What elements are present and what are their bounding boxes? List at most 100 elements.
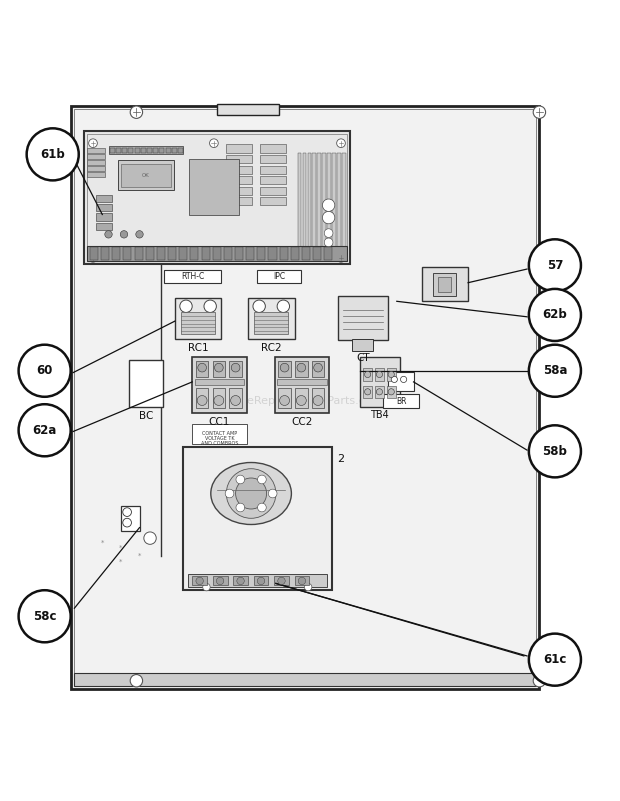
Bar [224,248,232,260]
Bar [90,248,98,260]
Bar [278,388,291,408]
Bar [226,166,252,174]
Circle shape [376,372,383,377]
Text: RC2: RC2 [261,343,282,352]
Circle shape [216,578,224,585]
Text: 60: 60 [37,364,53,377]
Bar [257,248,265,260]
Text: 2: 2 [337,454,345,465]
Circle shape [529,634,581,686]
Bar [337,152,341,252]
Bar [260,166,286,174]
Text: ©eReplacementParts.com: ©eReplacementParts.com [237,396,383,405]
Circle shape [89,254,97,262]
Bar [178,147,183,153]
Circle shape [144,532,156,545]
Bar [254,576,268,586]
Text: 57: 57 [547,259,563,272]
Bar [96,223,112,230]
Bar [96,195,112,202]
Circle shape [365,388,371,395]
Bar [87,245,347,261]
Bar [226,176,252,184]
Bar [108,147,183,154]
Circle shape [231,396,241,405]
Bar [183,447,332,590]
Bar [260,155,286,163]
Text: *: * [119,559,123,565]
Bar [302,248,310,260]
Bar [195,379,244,385]
Bar [295,388,308,408]
Bar [298,152,301,252]
Bar [387,385,396,398]
Bar [164,270,221,284]
Circle shape [533,106,546,119]
Bar [387,368,396,380]
Circle shape [204,300,216,312]
Text: *: * [100,540,104,546]
Text: 58b: 58b [542,445,567,458]
Bar [274,576,289,586]
Circle shape [215,364,223,372]
Bar [291,248,299,260]
Text: CC1: CC1 [209,417,230,427]
Circle shape [529,289,581,341]
Circle shape [210,139,218,147]
Circle shape [277,300,290,312]
Text: 62b: 62b [542,308,567,321]
Bar [168,248,176,260]
Bar [226,155,252,163]
Bar [135,147,140,153]
Bar [257,270,301,284]
Circle shape [225,489,234,498]
Circle shape [337,254,345,262]
Bar [352,339,373,351]
Circle shape [123,508,131,517]
Bar [213,361,225,377]
Bar [327,152,331,252]
Circle shape [365,372,371,377]
Bar [87,134,347,261]
Bar [179,248,187,260]
Bar [166,147,171,153]
Bar [101,248,109,260]
Bar [375,385,384,398]
Bar [74,109,536,686]
Bar [342,152,346,252]
Text: *: * [119,545,123,551]
Bar [294,576,309,586]
Text: 58c: 58c [33,610,56,622]
Bar [268,248,277,260]
Bar [190,248,198,260]
Text: TB4: TB4 [370,410,389,421]
Text: 61b: 61b [40,148,65,161]
Text: BC: BC [138,411,153,421]
Circle shape [236,475,245,484]
Circle shape [280,364,289,372]
Bar [332,152,336,252]
Bar [188,574,327,586]
Circle shape [314,364,322,372]
Text: 62a: 62a [32,424,57,437]
Text: AND COMBROS: AND COMBROS [201,441,238,446]
Circle shape [401,376,407,383]
Bar [87,166,105,171]
Text: BR: BR [396,396,406,405]
Bar [260,197,286,205]
Bar [172,147,177,153]
Bar [96,204,112,211]
Bar [317,152,321,252]
Bar [189,159,239,215]
Circle shape [198,364,206,372]
Circle shape [180,300,192,312]
Bar [229,388,242,408]
Circle shape [280,396,290,405]
Text: RC1: RC1 [188,343,209,352]
Text: IPC: IPC [273,272,285,281]
Bar [181,312,215,333]
Circle shape [236,478,267,509]
Bar [217,104,279,115]
Circle shape [89,139,97,147]
Circle shape [19,405,71,457]
